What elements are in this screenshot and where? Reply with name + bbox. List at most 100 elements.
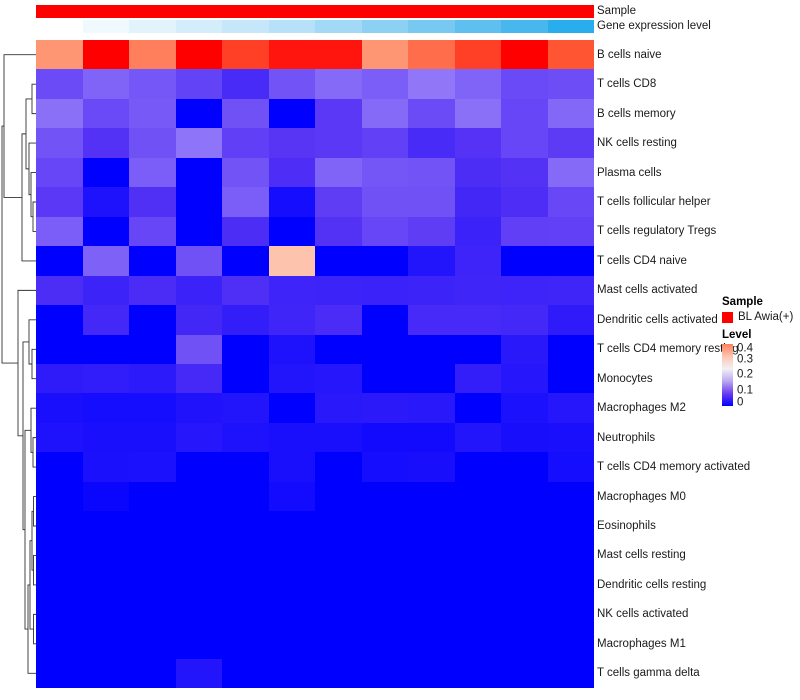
heatmap-cell[interactable] [501, 275, 548, 306]
heatmap-cell[interactable] [454, 216, 501, 247]
heatmap-cell[interactable] [361, 393, 408, 423]
heatmap-cell[interactable] [547, 40, 594, 70]
heatmap-cell[interactable] [175, 305, 222, 335]
heatmap-cell[interactable] [36, 363, 83, 394]
heatmap-cell[interactable] [361, 69, 408, 99]
heatmap-cell[interactable] [501, 570, 548, 600]
heatmap-cell[interactable] [315, 363, 362, 394]
heatmap-cell[interactable] [268, 128, 315, 158]
heatmap-cell[interactable] [175, 570, 222, 600]
heatmap-cell[interactable] [36, 216, 83, 247]
heatmap-cell[interactable] [501, 187, 548, 217]
heatmap-cell[interactable] [361, 305, 408, 335]
heatmap-cell[interactable] [268, 40, 315, 70]
heatmap-cell[interactable] [454, 422, 501, 453]
heatmap-cell[interactable] [222, 157, 269, 188]
heatmap-cell[interactable] [268, 334, 315, 364]
heatmap-cell[interactable] [315, 570, 362, 600]
heatmap-cell[interactable] [82, 98, 129, 129]
heatmap-cell[interactable] [129, 187, 176, 217]
heatmap-cell[interactable] [36, 393, 83, 423]
heatmap-cell[interactable] [129, 69, 176, 99]
heatmap-cell[interactable] [175, 599, 222, 630]
heatmap-cell[interactable] [408, 540, 455, 571]
heatmap-cell[interactable] [175, 629, 222, 659]
heatmap-cell[interactable] [547, 629, 594, 659]
heatmap-cell[interactable] [36, 481, 83, 512]
heatmap-cell[interactable] [175, 40, 222, 70]
heatmap-cell[interactable] [36, 334, 83, 364]
heatmap-cell[interactable] [82, 334, 129, 364]
heatmap-cell[interactable] [315, 658, 362, 688]
heatmap-cell[interactable] [501, 246, 548, 276]
heatmap-cell[interactable] [501, 363, 548, 394]
heatmap-cell[interactable] [36, 98, 83, 129]
heatmap-cell[interactable] [82, 599, 129, 630]
heatmap-cell[interactable] [501, 511, 548, 541]
heatmap-cell[interactable] [82, 305, 129, 335]
heatmap-cell[interactable] [175, 128, 222, 158]
heatmap-cell[interactable] [129, 305, 176, 335]
heatmap-cell[interactable] [361, 275, 408, 306]
heatmap-cell[interactable] [501, 334, 548, 364]
heatmap-cell[interactable] [501, 452, 548, 482]
heatmap-cell[interactable] [315, 452, 362, 482]
heatmap-cell[interactable] [268, 305, 315, 335]
heatmap-cell[interactable] [175, 334, 222, 364]
heatmap-cell[interactable] [501, 98, 548, 129]
heatmap-cell[interactable] [175, 157, 222, 188]
heatmap-cell[interactable] [36, 570, 83, 600]
heatmap-cell[interactable] [129, 540, 176, 571]
heatmap-cell[interactable] [454, 658, 501, 688]
heatmap-cell[interactable] [129, 629, 176, 659]
heatmap-cell[interactable] [501, 599, 548, 630]
heatmap-cell[interactable] [268, 422, 315, 453]
heatmap-cell[interactable] [222, 511, 269, 541]
heatmap-cell[interactable] [36, 540, 83, 571]
heatmap-cell[interactable] [361, 157, 408, 188]
heatmap-cell[interactable] [501, 481, 548, 512]
heatmap-cell[interactable] [315, 599, 362, 630]
heatmap-cell[interactable] [408, 629, 455, 659]
heatmap-cell[interactable] [315, 305, 362, 335]
heatmap-cell[interactable] [361, 334, 408, 364]
heatmap-cell[interactable] [315, 98, 362, 129]
heatmap-cell[interactable] [547, 511, 594, 541]
heatmap-cell[interactable] [175, 98, 222, 129]
heatmap-cell[interactable] [315, 275, 362, 306]
heatmap-cell[interactable] [361, 216, 408, 247]
heatmap-cell[interactable] [36, 599, 83, 630]
heatmap-cell[interactable] [36, 452, 83, 482]
heatmap-cell[interactable] [175, 246, 222, 276]
heatmap-cell[interactable] [547, 157, 594, 188]
heatmap-cell[interactable] [454, 452, 501, 482]
heatmap-cell[interactable] [268, 157, 315, 188]
heatmap-cell[interactable] [175, 452, 222, 482]
heatmap-cell[interactable] [268, 216, 315, 247]
heatmap-cell[interactable] [175, 216, 222, 247]
heatmap-cell[interactable] [175, 187, 222, 217]
heatmap-cell[interactable] [501, 422, 548, 453]
heatmap-cell[interactable] [547, 658, 594, 688]
heatmap-cell[interactable] [36, 187, 83, 217]
heatmap-cell[interactable] [315, 393, 362, 423]
heatmap-cell[interactable] [361, 629, 408, 659]
heatmap-cell[interactable] [82, 69, 129, 99]
heatmap-cell[interactable] [129, 481, 176, 512]
heatmap-cell[interactable] [408, 40, 455, 70]
heatmap-cell[interactable] [36, 69, 83, 99]
heatmap-cell[interactable] [129, 511, 176, 541]
heatmap-cell[interactable] [175, 481, 222, 512]
heatmap-cell[interactable] [222, 540, 269, 571]
heatmap-cell[interactable] [268, 511, 315, 541]
heatmap-cell[interactable] [547, 69, 594, 99]
heatmap-cell[interactable] [268, 98, 315, 129]
heatmap-cell[interactable] [547, 452, 594, 482]
heatmap-cell[interactable] [454, 275, 501, 306]
heatmap-cell[interactable] [268, 481, 315, 512]
heatmap-cell[interactable] [361, 246, 408, 276]
heatmap-cell[interactable] [268, 570, 315, 600]
heatmap-cell[interactable] [175, 393, 222, 423]
heatmap-cell[interactable] [222, 658, 269, 688]
heatmap-cell[interactable] [547, 334, 594, 364]
